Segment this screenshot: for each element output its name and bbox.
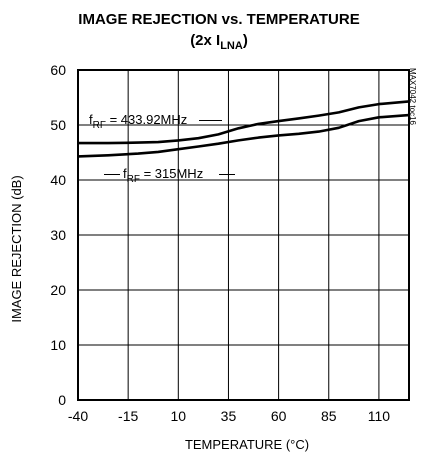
- y-tick-label: 40: [50, 172, 66, 188]
- x-tick-label: 110: [368, 408, 391, 424]
- chart-title: IMAGE REJECTION vs. TEMPERATURE: [78, 11, 359, 28]
- series-lines: [77, 100, 410, 158]
- x-tick-label: 60: [271, 408, 287, 424]
- y-tick-label: 50: [50, 117, 66, 133]
- series-label-1: fRF = 433.92MHz: [89, 112, 187, 131]
- x-axis-label: TEMPERATURE (°C): [185, 437, 309, 452]
- grid: [78, 70, 409, 400]
- y-tick-label: 0: [58, 392, 66, 408]
- tick-labels: -40 -15 10 35 60 85 110 0 10 20 30 40 50 60: [50, 62, 390, 424]
- x-tick-label: 85: [321, 408, 337, 424]
- x-tick-label: -15: [118, 408, 138, 424]
- chart-code-note: MAX7042 toc16: [408, 68, 417, 125]
- x-tick-label: 10: [171, 408, 187, 424]
- y-axis-label: IMAGE REJECTION (dB): [9, 175, 24, 322]
- series-label-2: fRF = 315MHz: [123, 166, 203, 185]
- chart-subtitle: (2x ILNA): [190, 32, 248, 52]
- series-line-1: [78, 100, 410, 145]
- y-tick-label: 10: [50, 337, 66, 353]
- y-tick-label: 60: [50, 62, 66, 78]
- y-tick-label: 20: [50, 282, 66, 298]
- series-line-2: [77, 113, 410, 158]
- series-labels: fRF = 433.92MHz fRF = 315MHz: [89, 112, 235, 185]
- x-tick-label: -40: [68, 408, 88, 424]
- plot-frame: [77, 69, 410, 401]
- x-tick-label: 35: [221, 408, 237, 424]
- y-tick-label: 30: [50, 227, 66, 243]
